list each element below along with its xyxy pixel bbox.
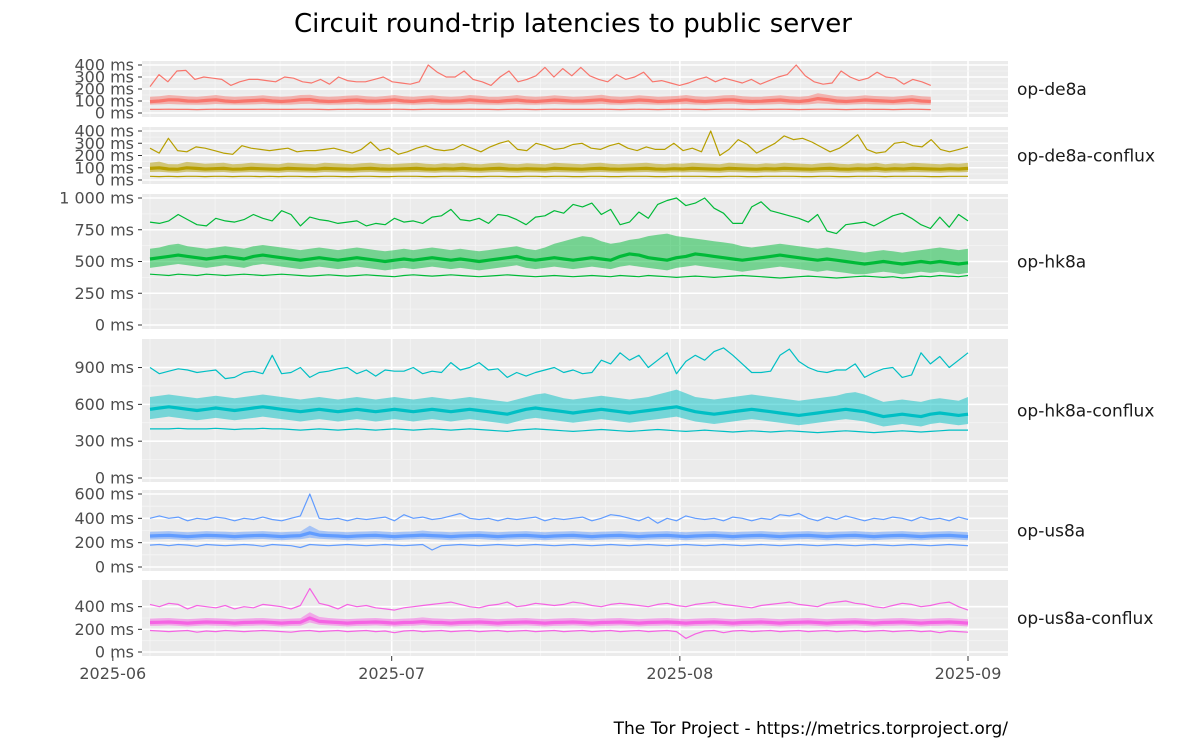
y-tick-label: 500 ms: [74, 252, 134, 271]
x-tick-label: 2025-09: [935, 664, 1002, 683]
y-tick-label: 600 ms: [74, 395, 134, 414]
x-tick-label: 2025-08: [646, 664, 713, 683]
y-tick-label: 0 ms: [95, 171, 134, 190]
y-tick-label: 200 ms: [74, 80, 134, 99]
series-median-line-op-de8a: [149, 97, 931, 104]
series-high-line-op-us8a: [149, 493, 969, 524]
panel-op-hk8a: 0 ms 250 ms 500 ms 750 ms 1 000 ms op-hk8a: [59, 189, 1086, 335]
y-tick-label: 100 ms: [74, 92, 134, 111]
series-median-line-op-hk8a-conflux: [149, 405, 969, 419]
y-tick-label: 400 ms: [74, 122, 134, 141]
y-tick-label: 300 ms: [74, 134, 134, 153]
series-high-line-op-de8a: [149, 64, 932, 87]
panel-op-us8a: 0 ms 200 ms 400 ms 600 ms op-us8a: [74, 485, 1085, 577]
y-tick-label: 300 ms: [74, 68, 134, 87]
panel-op-us8a-conflux: 0 ms 200 ms 400 ms op-us8a-conflux: [74, 580, 1153, 662]
y-tick-label: 400 ms: [74, 56, 134, 75]
y-tick-label: 900 ms: [74, 358, 134, 377]
x-tick-label: 2025-06: [79, 664, 146, 683]
y-tick-label: 250 ms: [74, 284, 134, 303]
facet-label: op-de8a: [1017, 80, 1087, 100]
series-high-line-op-hk8a: [149, 197, 969, 235]
facet-label: op-us8a: [1017, 522, 1085, 542]
y-tick-label: 0 ms: [95, 558, 134, 577]
series-low-line-op-hk8a-conflux: [150, 427, 968, 434]
chart-caption: The Tor Project - https://metrics.torpro…: [613, 719, 1009, 739]
y-tick-label: 200 ms: [74, 620, 134, 639]
series-median-line-op-hk8a: [149, 252, 969, 266]
series-median-line-op-us8a-conflux: [149, 616, 969, 625]
y-tick-label: 200 ms: [74, 533, 134, 552]
y-tick-label: 1 000 ms: [59, 189, 134, 208]
series-low-line-op-hk8a: [149, 273, 969, 279]
facet-label: op-hk8a: [1017, 253, 1086, 273]
series-band-op-hk8a-conflux: [150, 389, 968, 427]
x-tick-label: 2025-07: [358, 664, 425, 683]
y-tick-label: 400 ms: [74, 509, 134, 528]
y-tick-label: 750 ms: [74, 220, 134, 239]
facet-label: op-us8a-conflux: [1017, 609, 1153, 629]
y-tick-label: 300 ms: [74, 432, 134, 451]
y-tick-label: 0 ms: [95, 104, 134, 123]
y-tick-label: 100 ms: [74, 158, 134, 177]
y-tick-label: 0 ms: [95, 316, 134, 335]
series-median-line-op-us8a: [149, 531, 969, 539]
series-high-line-op-hk8a-conflux: [149, 347, 969, 380]
chart-title: Circuit round-trip latencies to public s…: [294, 9, 852, 39]
facet-label: op-de8a-conflux: [1017, 147, 1155, 167]
x-axis: 2025-06 2025-07 2025-08 2025-09: [79, 656, 1001, 683]
y-tick-label: 0 ms: [95, 469, 134, 488]
y-tick-label: 200 ms: [74, 146, 134, 165]
series-low-line-op-us8a: [149, 543, 969, 551]
series-low-line-op-us8a-conflux: [149, 629, 969, 639]
facet-label: op-hk8a-conflux: [1017, 402, 1154, 422]
series-high-line-op-us8a-conflux: [149, 587, 969, 611]
y-tick-label: 0 ms: [95, 643, 134, 662]
series-high-line-op-de8a-conflux: [149, 130, 969, 157]
panel-op-hk8a-conflux: 0 ms 300 ms 600 ms 900 ms op-hk8a-conflux: [74, 339, 1154, 488]
series-band-op-hk8a: [150, 233, 968, 275]
y-tick-label: 600 ms: [74, 485, 134, 504]
y-tick-label: 400 ms: [74, 597, 134, 616]
series-median-line-op-de8a-conflux: [149, 166, 969, 171]
